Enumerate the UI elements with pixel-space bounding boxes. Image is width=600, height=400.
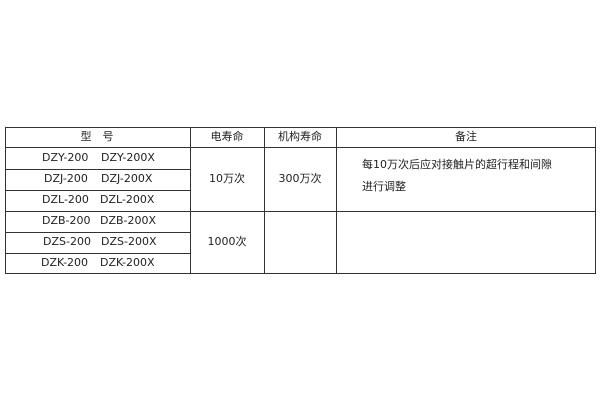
note-line-1: 每10万次后应对接触片的超行程和间隙 bbox=[362, 158, 552, 171]
note-line-2: 进行调整 bbox=[362, 180, 406, 193]
model-x-cell: DZL-200X bbox=[100, 193, 155, 206]
row-divider bbox=[5, 232, 190, 233]
table-border-right bbox=[595, 127, 596, 274]
header-note: 备注 bbox=[455, 130, 477, 143]
header-electrical-life: 电寿命 bbox=[210, 130, 244, 143]
model-cell: DZL-200 bbox=[42, 193, 89, 206]
table-border-bottom bbox=[5, 273, 596, 274]
model-x-cell: DZB-200X bbox=[100, 214, 157, 227]
model-cell: DZY-200 bbox=[42, 151, 89, 164]
header-mechanical-life: 机构寿命 bbox=[278, 130, 322, 143]
model-cell: DZS-200 bbox=[43, 235, 91, 248]
row-divider bbox=[5, 253, 190, 254]
model-cell: DZJ-200 bbox=[44, 172, 88, 185]
row-divider bbox=[5, 190, 190, 191]
model-x-cell: DZK-200X bbox=[100, 256, 155, 269]
col-divider bbox=[336, 127, 337, 274]
mechanical-life-group1: 300万次 bbox=[278, 172, 322, 185]
electrical-life-group1: 10万次 bbox=[209, 172, 245, 185]
header-model: 型 号 bbox=[80, 130, 114, 143]
model-x-cell: DZJ-200X bbox=[101, 172, 153, 185]
model-x-cell: DZY-200X bbox=[101, 151, 155, 164]
table-border-top bbox=[5, 127, 596, 128]
col-divider bbox=[264, 127, 265, 274]
model-cell: DZB-200 bbox=[42, 214, 91, 227]
table-border-left bbox=[5, 127, 6, 274]
header-divider bbox=[5, 147, 596, 148]
electrical-life-group2: 1000次 bbox=[207, 235, 247, 248]
row-divider bbox=[5, 169, 190, 170]
group-divider bbox=[5, 211, 596, 212]
model-x-cell: DZS-200X bbox=[101, 235, 157, 248]
col-divider bbox=[190, 127, 191, 274]
model-cell: DZK-200 bbox=[41, 256, 89, 269]
